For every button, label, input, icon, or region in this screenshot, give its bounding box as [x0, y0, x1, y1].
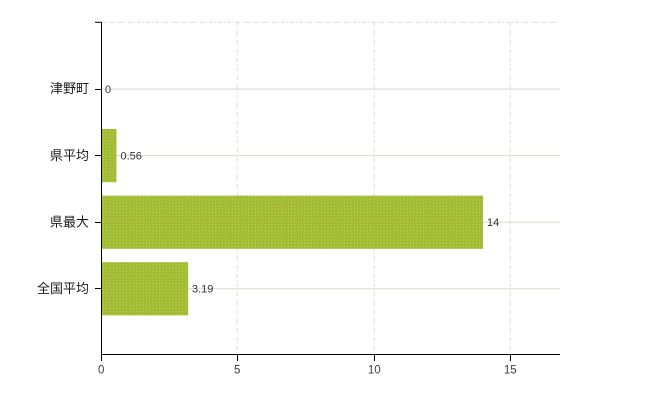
- svg-text:0: 0: [98, 365, 104, 377]
- svg-text:津野町: 津野町: [50, 81, 89, 96]
- svg-text:10: 10: [368, 365, 381, 377]
- svg-text:15: 15: [504, 365, 517, 377]
- svg-text:5: 5: [234, 365, 240, 377]
- svg-text:0: 0: [105, 84, 111, 96]
- svg-text:3.19: 3.19: [192, 284, 213, 296]
- svg-text:全国平均: 全国平均: [37, 281, 89, 296]
- svg-text:県平均: 県平均: [50, 148, 89, 163]
- svg-text:14: 14: [487, 217, 499, 229]
- svg-text:0.56: 0.56: [121, 151, 142, 163]
- svg-text:県最大: 県最大: [50, 214, 89, 229]
